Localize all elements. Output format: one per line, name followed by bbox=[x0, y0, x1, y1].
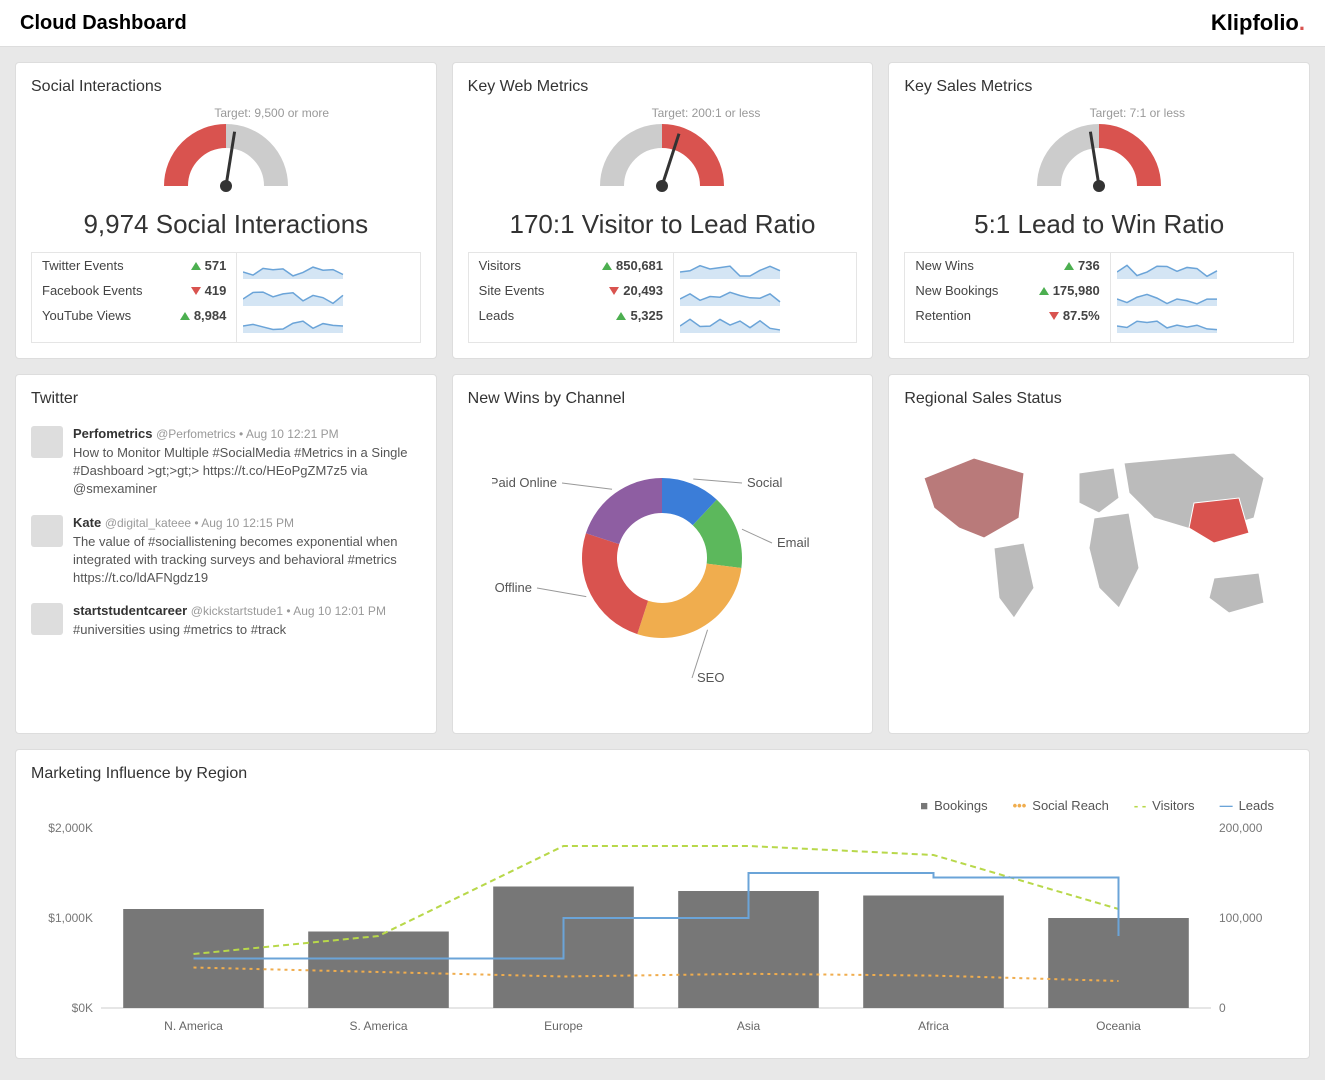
metric-row: YouTube Views8,984 bbox=[32, 303, 236, 328]
svg-text:Paid Online: Paid Online bbox=[492, 475, 557, 490]
gauge-target: Target: 9,500 or more bbox=[214, 106, 329, 120]
svg-text:Email: Email bbox=[777, 535, 810, 550]
metric-row: Visitors850,681 bbox=[469, 253, 673, 278]
trend-down-icon bbox=[609, 287, 619, 295]
svg-text:100,000: 100,000 bbox=[1219, 911, 1263, 925]
bar bbox=[863, 896, 1004, 1009]
donut-chart: Social Email SEO Offline Paid Online bbox=[492, 428, 832, 688]
sparkline bbox=[1117, 284, 1287, 311]
svg-text:200,000: 200,000 bbox=[1219, 821, 1263, 835]
metric-row: Twitter Events571 bbox=[32, 253, 236, 278]
panel-marketing: Marketing Influence by Region ■Bookings •… bbox=[15, 749, 1310, 1059]
map-region bbox=[924, 458, 1024, 538]
sparkline bbox=[243, 284, 413, 311]
trend-up-icon bbox=[180, 312, 190, 320]
panel-twitter: Twitter Perfometrics @Perfometrics • Aug… bbox=[15, 374, 437, 734]
trend-up-icon bbox=[1064, 262, 1074, 270]
metric-row: Site Events20,493 bbox=[469, 278, 673, 303]
header: Cloud Dashboard Klipfolio. bbox=[0, 0, 1325, 47]
panel-title: Regional Sales Status bbox=[904, 390, 1294, 408]
panel-title: Twitter bbox=[31, 390, 421, 408]
sparkline bbox=[680, 257, 850, 284]
panel-title: Marketing Influence by Region bbox=[31, 765, 1294, 783]
map-region bbox=[1089, 513, 1139, 608]
svg-text:N. America: N. America bbox=[164, 1019, 223, 1033]
avatar bbox=[31, 603, 63, 635]
twitter-feed[interactable]: Perfometrics @Perfometrics • Aug 10 12:2… bbox=[31, 418, 421, 718]
map-region bbox=[1209, 573, 1264, 613]
svg-text:Asia: Asia bbox=[737, 1019, 761, 1033]
svg-text:0: 0 bbox=[1219, 1001, 1226, 1015]
trend-up-icon bbox=[191, 262, 201, 270]
metric-row: New Bookings175,980 bbox=[905, 278, 1109, 303]
svg-text:Offline: Offline bbox=[495, 580, 532, 595]
trend-up-icon bbox=[616, 312, 626, 320]
metric-row: Retention87.5% bbox=[905, 303, 1109, 328]
logo: Klipfolio. bbox=[1211, 10, 1305, 36]
map-region bbox=[1079, 468, 1119, 513]
donut-slice-seo bbox=[638, 564, 742, 638]
sparkline bbox=[243, 311, 413, 338]
metric-row: New Wins736 bbox=[905, 253, 1109, 278]
donut-slice-offline bbox=[582, 533, 648, 634]
avatar bbox=[31, 426, 63, 458]
page-title: Cloud Dashboard bbox=[20, 12, 187, 35]
metrics-table: New Wins736New Bookings175,980Retention8… bbox=[904, 252, 1294, 343]
panel-sales: Key Sales Metrics Target: 7:1 or less 5:… bbox=[888, 62, 1310, 359]
panel-regional: Regional Sales Status bbox=[888, 374, 1310, 734]
legend-item: ■Bookings bbox=[920, 798, 987, 813]
panel-title: Key Web Metrics bbox=[468, 78, 858, 96]
gauge-target: Target: 200:1 or less bbox=[652, 106, 761, 120]
sparkline bbox=[1117, 257, 1287, 284]
avatar bbox=[31, 515, 63, 547]
map-region bbox=[994, 543, 1034, 618]
panel-title: New Wins by Channel bbox=[468, 390, 858, 408]
headline: 9,974 Social Interactions bbox=[31, 209, 421, 240]
headline: 5:1 Lead to Win Ratio bbox=[904, 209, 1294, 240]
tweet[interactable]: Perfometrics @Perfometrics • Aug 10 12:2… bbox=[31, 418, 413, 507]
tweet[interactable]: Kate @digital_kateee • Aug 10 12:15 PM T… bbox=[31, 507, 413, 596]
gauge-target: Target: 7:1 or less bbox=[1090, 106, 1185, 120]
sparkline bbox=[680, 284, 850, 311]
legend-item: •••Social Reach bbox=[1013, 798, 1109, 813]
metric-row: Facebook Events419 bbox=[32, 278, 236, 303]
chart-legend: ■Bookings •••Social Reach - -Visitors —Lead… bbox=[31, 793, 1294, 818]
svg-text:S. America: S. America bbox=[349, 1019, 407, 1033]
panel-title: Key Sales Metrics bbox=[904, 78, 1294, 96]
trend-up-icon bbox=[602, 262, 612, 270]
legend-item: - -Visitors bbox=[1134, 798, 1195, 813]
svg-text:$0K: $0K bbox=[72, 1001, 93, 1015]
svg-text:Social: Social bbox=[747, 475, 783, 490]
panel-social: Social Interactions Target: 9,500 or mor… bbox=[15, 62, 437, 359]
bar bbox=[308, 932, 449, 1009]
sparkline bbox=[243, 257, 413, 284]
map-region bbox=[1189, 498, 1249, 543]
donut-slice-paid bbox=[586, 478, 662, 544]
marketing-chart: $2,000K $1,000K $0K 200,000 100,000 0 N. Ameri… bbox=[31, 818, 1281, 1038]
trend-up-icon bbox=[1039, 287, 1049, 295]
world-map bbox=[904, 418, 1294, 658]
trend-down-icon bbox=[191, 287, 201, 295]
svg-text:$1,000K: $1,000K bbox=[48, 911, 93, 925]
svg-text:Africa: Africa bbox=[918, 1019, 949, 1033]
svg-text:$2,000K: $2,000K bbox=[48, 821, 93, 835]
sparkline bbox=[1117, 311, 1287, 338]
svg-text:Europe: Europe bbox=[544, 1019, 583, 1033]
metrics-table: Visitors850,681Site Events20,493Leads5,3… bbox=[468, 252, 858, 343]
trend-down-icon bbox=[1049, 312, 1059, 320]
panel-title: Social Interactions bbox=[31, 78, 421, 96]
legend-item: —Leads bbox=[1220, 798, 1274, 813]
sparkline bbox=[680, 311, 850, 338]
panel-wins: New Wins by Channel Social Email SEO Offlin… bbox=[452, 374, 874, 734]
metric-row: Leads5,325 bbox=[469, 303, 673, 328]
panel-web: Key Web Metrics Target: 200:1 or less 17… bbox=[452, 62, 874, 359]
svg-text:SEO: SEO bbox=[697, 670, 724, 685]
tweet[interactable]: startstudentcareer @kickstartstude1 • Au… bbox=[31, 595, 413, 647]
headline: 170:1 Visitor to Lead Ratio bbox=[468, 209, 858, 240]
svg-text:Oceania: Oceania bbox=[1096, 1019, 1141, 1033]
metrics-table: Twitter Events571Facebook Events419YouTu… bbox=[31, 252, 421, 343]
